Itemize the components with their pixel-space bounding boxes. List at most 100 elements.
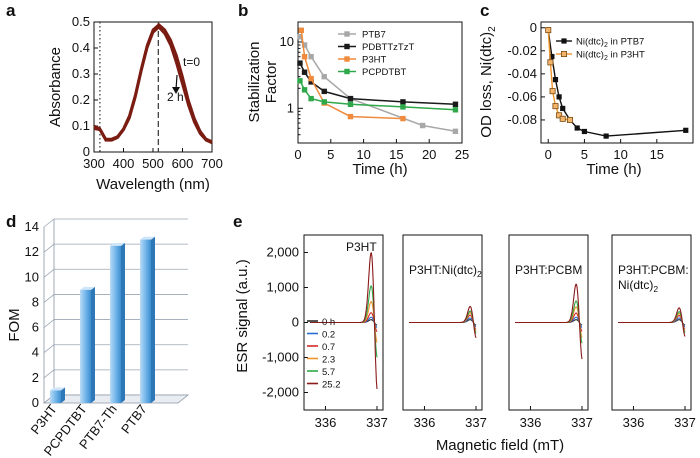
panel-a-ytick-label: 0.4	[72, 40, 90, 55]
panel-d-bar	[50, 390, 61, 403]
panel-b-legend-label: PCPDTBT	[362, 67, 407, 78]
panel-c-data-point	[559, 115, 566, 122]
panel-b-data-point	[308, 79, 314, 85]
panel-b-data-point	[347, 113, 354, 120]
panel-c-series-line	[547, 30, 686, 137]
panel-e-xtick-label: 337	[571, 415, 593, 430]
panel-d-grid-diagonal	[43, 319, 55, 328]
panel-b-xtick-label: 5	[327, 147, 334, 162]
panel-b-series-line	[300, 30, 404, 120]
panel-b-stabilization-chart: Stabilization Factor Time (h) 0 5 10 15 20 25…	[246, 21, 469, 178]
panel-d-grid-diagonal	[43, 344, 55, 354]
panel-c-legend-label-sub: 2	[604, 42, 608, 49]
panel-c-data-point	[581, 128, 588, 135]
panel-a-ytick-label: 0	[83, 144, 90, 159]
panel-a-xtick-label: 400	[113, 156, 135, 171]
panel-e-subplot-title: P3HT:PCBM:	[618, 263, 689, 277]
panel-d-bar-top	[110, 242, 125, 246]
panel-a-xtick-label: 600	[172, 156, 194, 171]
panel-b-xtick-label: 15	[389, 147, 403, 162]
panel-a-xtick-label: 500	[142, 156, 164, 171]
panel-c-xtick-label: 5	[581, 147, 588, 162]
panel-b-data-point	[400, 99, 406, 105]
panel-e-ytick-label: -2,000	[262, 385, 299, 400]
panel-b-data-point	[308, 53, 314, 60]
panel-a-ylabel: Absorbance	[47, 47, 64, 127]
panel-c-data-point	[574, 125, 580, 131]
panel-e-subplot-title-text: P3HT	[346, 240, 377, 254]
panel-e-xtick-label: 336	[414, 415, 436, 430]
panel-b-data-point	[308, 95, 314, 102]
panel-b-xtick-label: 10	[356, 147, 370, 162]
panel-c-data-point	[549, 88, 556, 95]
panel-d-bar-top	[80, 286, 95, 290]
panel-b-xlabel: Time (h)	[352, 161, 407, 178]
panel-letter-a: a	[6, 1, 16, 20]
panel-d-grid-diagonal	[43, 294, 55, 303]
panel-letter-c: c	[480, 1, 489, 20]
panel-b-data-point	[452, 101, 459, 107]
panel-b-data-point	[452, 128, 459, 135]
panel-c-ylabel-base: OD loss, Ni(dtc)	[478, 32, 495, 138]
panel-e-xtick-label: 336	[623, 415, 645, 430]
panel-e-legend-label: 5.7	[322, 367, 335, 378]
panel-c-series-line	[547, 30, 571, 121]
panel-d-ytick-label: 0	[32, 395, 39, 410]
panel-c-data-point	[556, 94, 562, 100]
panel-b-data-point	[297, 60, 303, 66]
panel-c-ytick-label: -0.06	[507, 89, 537, 104]
panel-c-legend-label: Ni(dtc)2 in P3HT	[576, 50, 645, 63]
panel-d-ytick-label: 14	[25, 219, 39, 234]
panel-a-ytick-label: 0.1	[72, 118, 90, 133]
panel-e-subplot-title-sub: 2	[477, 269, 482, 279]
panel-e-subplot: 336 337 P3HT	[303, 234, 388, 430]
panel-a-arrowhead	[172, 87, 180, 94]
panel-b-legend-marker	[344, 31, 350, 37]
panel-letter-d: d	[6, 212, 16, 231]
panel-e-legend-label: 25.2	[322, 380, 341, 391]
panel-d-ytick-label: 4	[32, 345, 39, 360]
panel-c-data-point	[547, 59, 554, 66]
panel-e-xtick-label: 337	[674, 415, 696, 430]
panel-b-xtick-label: 20	[422, 147, 436, 162]
panel-b-data-point	[298, 27, 304, 33]
panel-b-data-point	[297, 34, 303, 40]
panel-b-data-point	[400, 115, 406, 122]
panel-d-ytick-label: 6	[32, 320, 39, 335]
panel-c-legend-label: Ni(dtc)2 in PTB7	[576, 37, 644, 50]
panel-e-subplot-title-sub: 2	[653, 284, 658, 294]
panel-e-subplot-title-text: Ni(dtc)	[618, 278, 653, 292]
panel-e-subplot-title: P3HT	[346, 240, 377, 254]
panel-b-data-point	[419, 122, 426, 129]
panel-b-xtick-label: 0	[294, 147, 301, 162]
panel-a-xtick-label: 700	[201, 156, 223, 171]
panel-b-data-point	[297, 78, 303, 84]
panel-d-bar-top	[140, 236, 155, 240]
panel-letter-b: b	[238, 1, 248, 20]
panel-c-data-point	[566, 116, 573, 123]
panel-d-bar-side	[121, 242, 125, 403]
panel-c-legend-marker	[561, 38, 567, 44]
panel-d-grid-diagonal	[43, 268, 55, 278]
panel-c-xtick-label: 0	[545, 147, 552, 162]
panel-b-legend-label: PTB7	[362, 30, 386, 41]
panel-a-frame	[93, 21, 213, 153]
panel-c-legend-label-rest: in PTB7	[608, 37, 644, 48]
panel-d-bar-side	[61, 387, 65, 403]
panel-c-legend-label-base: Ni(dtc)	[576, 37, 604, 48]
panel-e-spectrum-curve	[515, 283, 583, 360]
panel-e-legend-label: 0 h	[322, 317, 335, 328]
panel-b-data-point	[308, 75, 314, 82]
panel-e-spectrum-curve	[310, 252, 378, 390]
panel-e-subplot-frame	[402, 234, 483, 411]
panel-a-absorbance-chart: Absorbance Wavelength (nm) 300 400 500 600 7…	[47, 14, 223, 193]
panel-b-legend-marker	[344, 68, 350, 75]
panel-b-data-point	[321, 99, 327, 105]
panel-c-data-point	[603, 133, 609, 139]
panel-c-ylabel-sub: 2	[487, 26, 498, 32]
panel-c-ylabel: OD loss, Ni(dtc)2	[478, 26, 498, 138]
panel-e-ytick-label: 1,000	[266, 280, 299, 295]
panel-e-subplot-title: P3HT:PCBM	[515, 263, 582, 277]
panel-b-ylabel-line2: Factor	[263, 61, 280, 104]
